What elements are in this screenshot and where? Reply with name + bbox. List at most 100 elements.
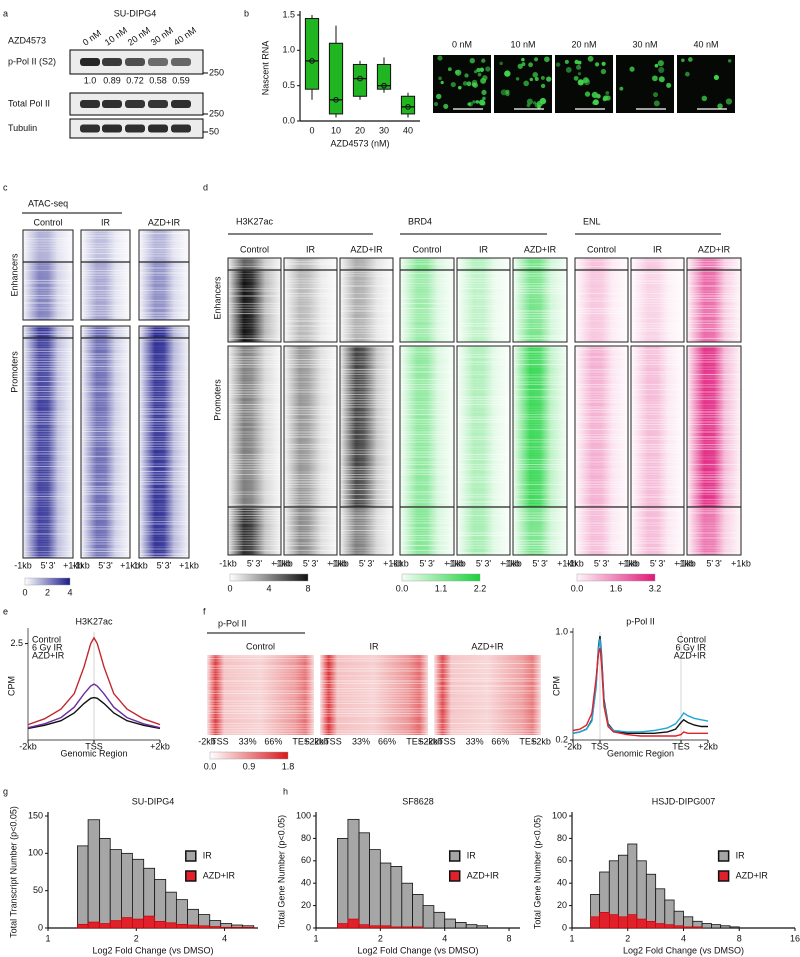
- cell: [537, 104, 541, 109]
- histogram-bar: [701, 923, 712, 929]
- histogram-bar: [379, 862, 392, 929]
- colorbar: [24, 577, 71, 586]
- heatmap-axis-label: 66%: [491, 736, 509, 746]
- heatmap-axis-label: 3': [49, 560, 56, 570]
- heatmap-block: [284, 507, 337, 555]
- histogram-bar: [99, 838, 111, 929]
- histogram-bar: [77, 923, 89, 929]
- heatmap-axis-label: 3': [602, 558, 609, 568]
- heatmap-block: [513, 270, 567, 342]
- heatmap-block: [284, 346, 337, 507]
- heatmap-block: [81, 262, 130, 320]
- heatmap-frame: [22, 229, 74, 321]
- quantification: 0.59: [172, 75, 190, 85]
- legend-entry: AZD+IR: [203, 870, 236, 880]
- blot-band: [80, 100, 100, 108]
- heatmap-frame: [339, 345, 394, 556]
- cell: [485, 66, 491, 72]
- heatmap-block: [340, 258, 393, 270]
- histogram-bar: [608, 914, 619, 929]
- x-tick-label: 1: [45, 933, 50, 943]
- heatmap-block: [23, 230, 73, 262]
- cell: [601, 61, 606, 66]
- colorbar: [209, 751, 289, 760]
- image-label: 10 nM: [510, 39, 535, 49]
- cell: [457, 85, 462, 90]
- y-tick-label: 40: [557, 878, 567, 888]
- y-tick-label: 0.2: [555, 734, 568, 744]
- heatmap-axis-label: -1kb: [566, 558, 584, 568]
- histogram-bar: [433, 911, 446, 929]
- legend-entry: IR: [467, 850, 477, 860]
- quantification: 0.58: [149, 75, 167, 85]
- cell: [500, 89, 507, 96]
- cell: [523, 80, 530, 87]
- histogram-bar: [109, 920, 122, 929]
- quantification: 0.72: [126, 75, 144, 85]
- heatmap-axis-label: +1kb: [271, 558, 291, 568]
- y-tick-label: 60: [301, 855, 311, 865]
- colorbar: [229, 573, 309, 582]
- histogram-bar: [154, 920, 167, 929]
- cell: [467, 102, 471, 106]
- histogram-bar: [636, 860, 647, 929]
- heatmap-axis-label: +1kb: [557, 558, 577, 568]
- cell: [515, 77, 520, 81]
- heatmap-frame: [512, 257, 568, 343]
- blot-band: [125, 100, 145, 108]
- histogram-bar: [176, 923, 188, 929]
- quantification: 0.89: [103, 75, 121, 85]
- x-tick-label: 4: [681, 933, 686, 943]
- y-tick-label: 0: [306, 922, 311, 932]
- cell: [652, 75, 658, 82]
- box: [400, 95, 416, 115]
- heatmap-axis-label: 3': [367, 558, 374, 568]
- cell: [477, 72, 482, 77]
- quantification: 1.0: [84, 75, 97, 85]
- cell: [447, 67, 452, 72]
- image-label: 40 nM: [693, 39, 718, 49]
- cell: [717, 103, 723, 109]
- heatmap-block: [284, 270, 337, 342]
- x-tick-label: 2: [625, 933, 630, 943]
- y-tick-label: 0: [38, 922, 43, 932]
- heatmap-frame: [686, 257, 742, 343]
- blot-band: [80, 58, 100, 66]
- cell: [574, 59, 579, 65]
- y-tick-label: 0.0: [282, 115, 295, 125]
- heatmap-axis-label: -1kb: [331, 558, 349, 568]
- heatmap-axis-label: TES: [406, 736, 424, 746]
- heatmap-axis-label: +2kb: [304, 736, 324, 746]
- histogram-bar: [121, 917, 133, 929]
- column-label: Control: [412, 244, 441, 254]
- image-label: 0 nM: [452, 39, 472, 49]
- y-tick-label: 1.0: [555, 626, 568, 636]
- blot-row-label: Tubulin: [8, 123, 37, 133]
- column-label: Control: [240, 244, 269, 254]
- heatmap-block: [81, 230, 130, 262]
- colorbar-label: 4: [67, 587, 72, 597]
- heatmap-axis-label: -1kb: [622, 558, 640, 568]
- legend-entry: IR: [736, 850, 746, 860]
- y-tick-label: 80: [301, 833, 311, 843]
- histogram-bar: [175, 899, 188, 929]
- heatmap-axis-label: 3': [428, 558, 435, 568]
- histogram-bar: [165, 922, 177, 929]
- cell: [528, 62, 533, 68]
- heatmap-axis-label: +1kb: [63, 560, 83, 570]
- median-point: [381, 82, 387, 89]
- dose-label: 20 nM: [126, 25, 152, 48]
- histogram-bar: [87, 921, 100, 929]
- cell: [433, 101, 439, 107]
- heatmap-block: [687, 507, 741, 555]
- x-tick-label: 0: [309, 125, 314, 135]
- y-axis-label: Nascent RNA: [260, 41, 270, 96]
- heatmap-axis-label: TES: [519, 736, 537, 746]
- histogram-bar: [692, 926, 703, 929]
- panel-letter: b: [244, 8, 249, 18]
- heatmap-block: [81, 338, 130, 558]
- blot-band: [80, 124, 100, 133]
- cell: [592, 101, 596, 105]
- blot-band: [102, 58, 122, 66]
- panel-letter: h: [283, 786, 288, 796]
